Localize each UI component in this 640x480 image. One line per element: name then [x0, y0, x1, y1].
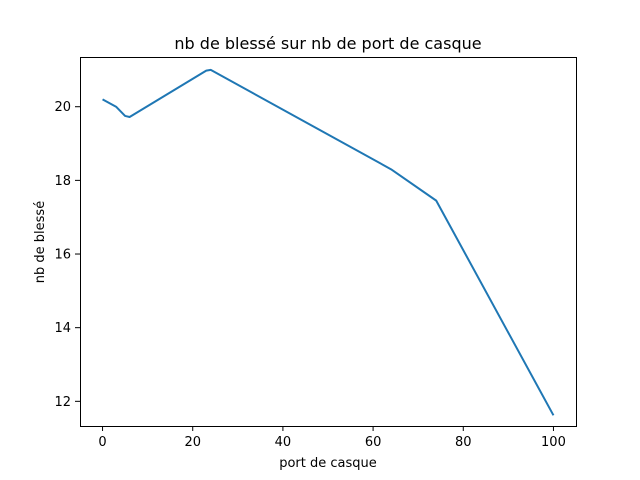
y-tick-label: 14	[54, 321, 71, 336]
series-line	[102, 68, 555, 416]
y-tick-label: 20	[54, 100, 71, 115]
x-tick-label: 80	[455, 435, 472, 450]
plot-area	[102, 68, 555, 416]
x-tick-label: 20	[184, 435, 201, 450]
x-tick-label: 40	[275, 435, 292, 450]
y-tick-label: 16	[54, 248, 71, 263]
y-tick-label: 12	[54, 395, 71, 410]
x-tick-label: 0	[98, 435, 106, 450]
y-axis-label: nb de blessé	[33, 201, 48, 283]
x-tick-label: 60	[365, 435, 382, 450]
axes-frame	[80, 57, 577, 427]
y-axis: 12 14 16 18 20	[54, 100, 80, 410]
y-tick-label: 18	[54, 174, 71, 189]
x-axis-label: port de casque	[279, 456, 377, 471]
chart-title: nb de blessé sur nb de port de casque	[174, 34, 481, 53]
x-axis: 0 20 40 60 80 100	[98, 426, 566, 450]
x-tick-label: 100	[541, 435, 566, 450]
